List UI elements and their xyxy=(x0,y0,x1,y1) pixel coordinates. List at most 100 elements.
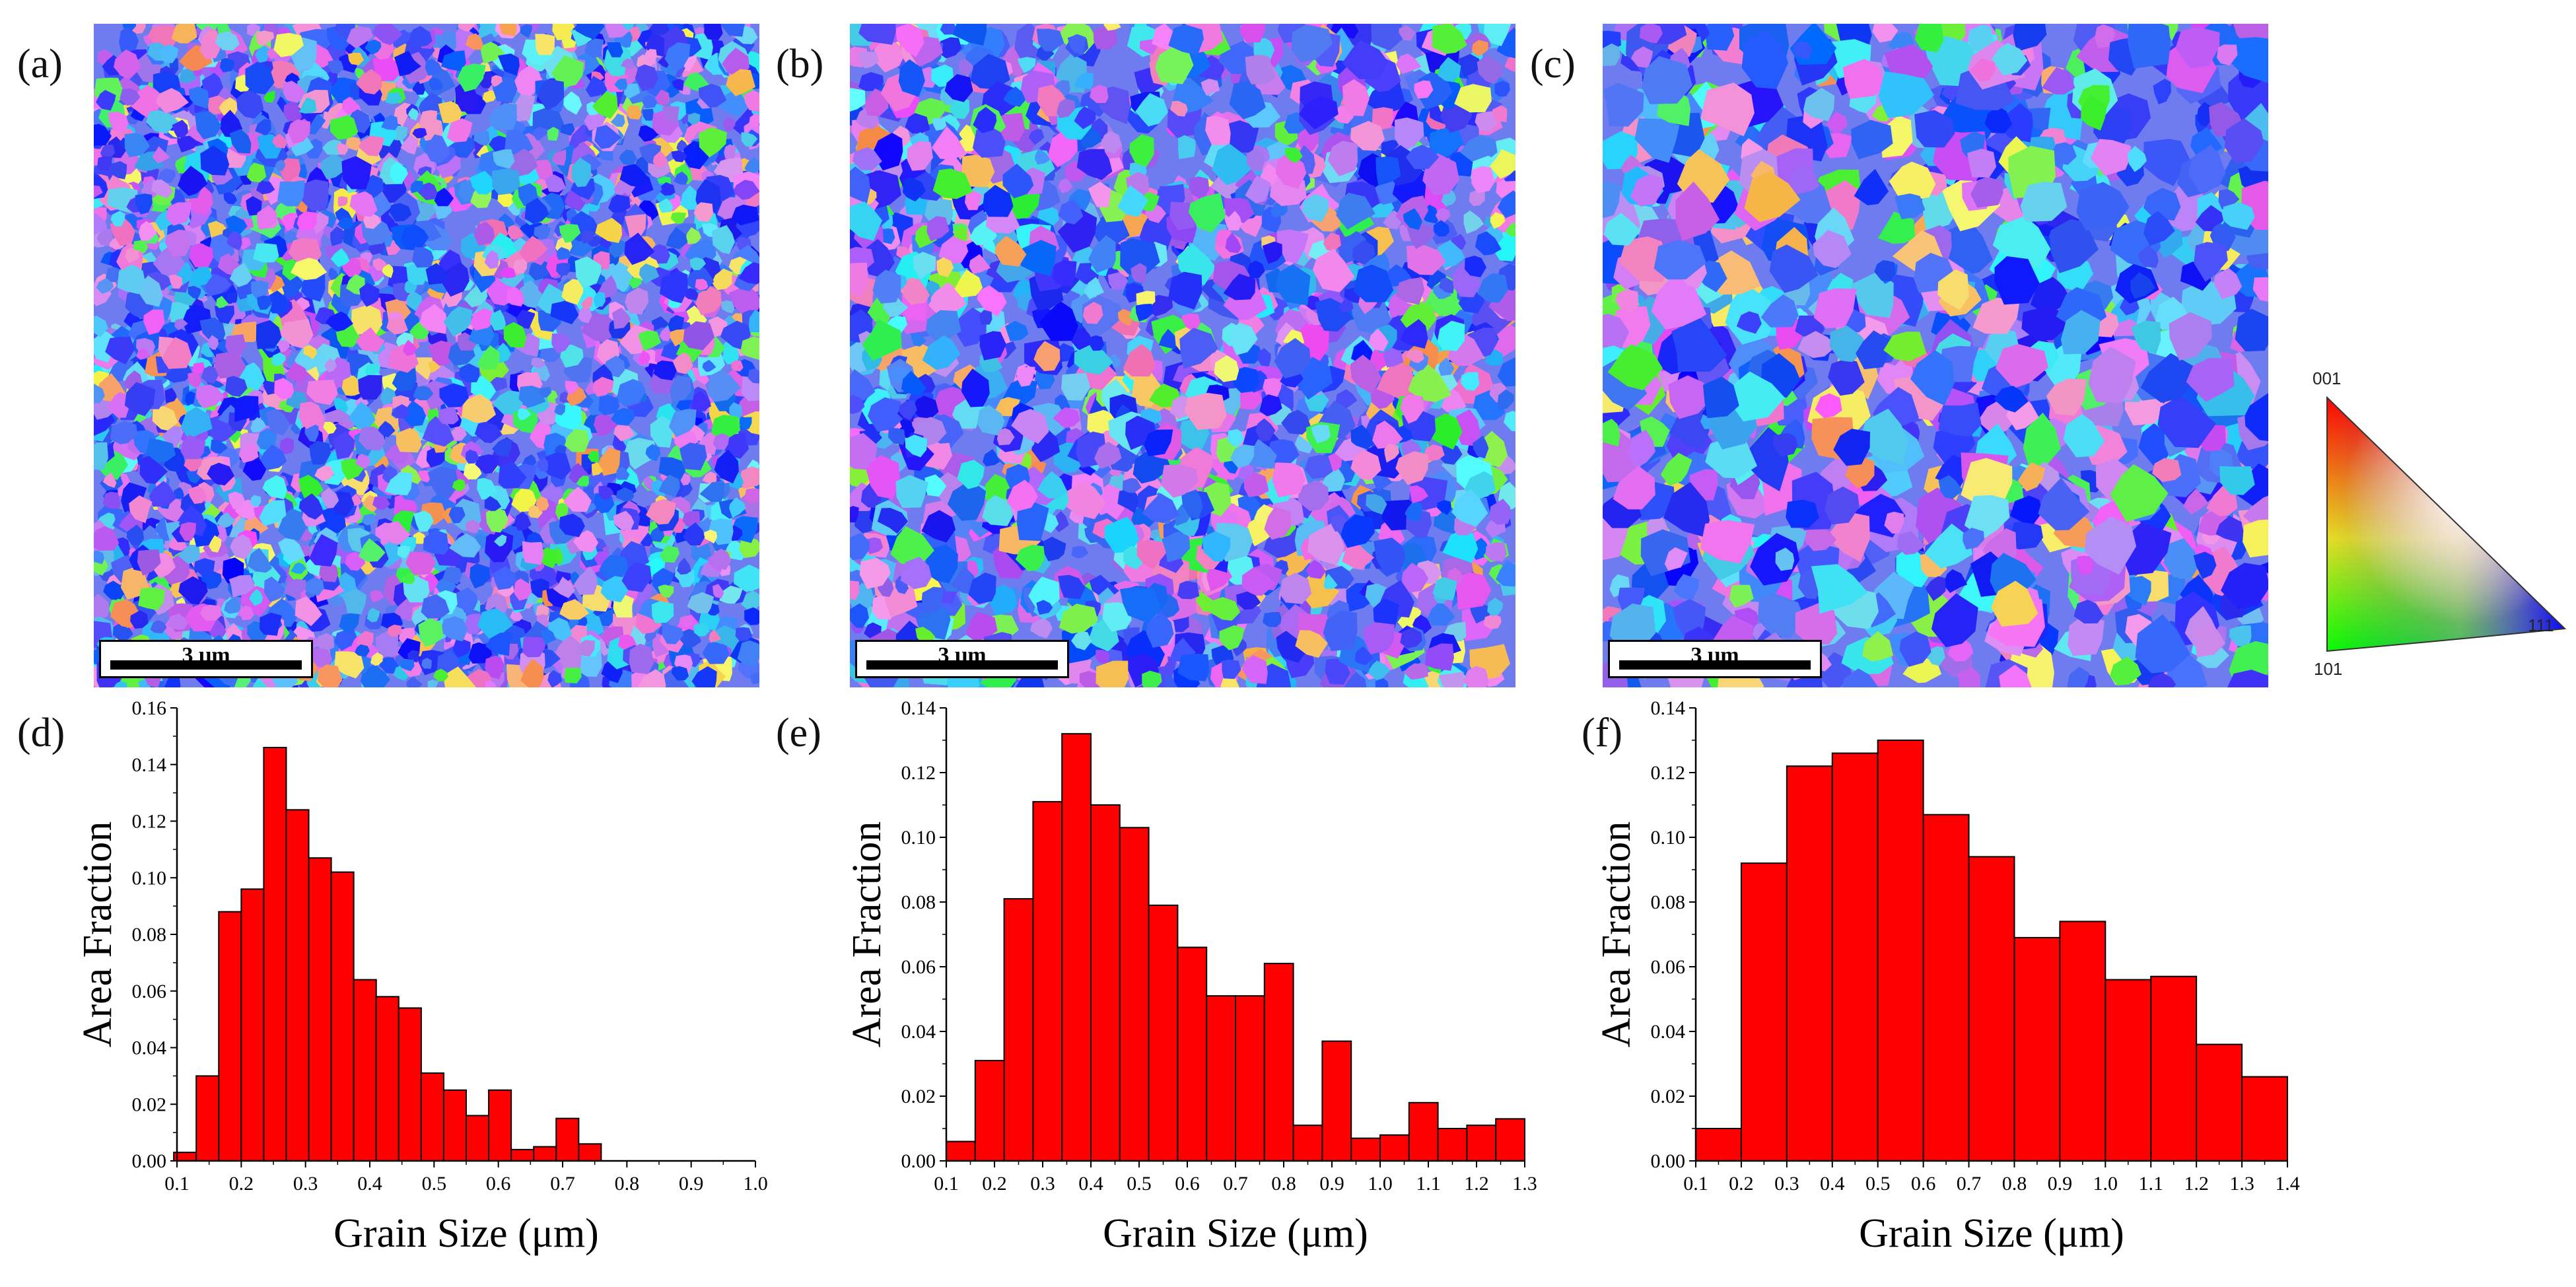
y-tick-label: 0.02 xyxy=(132,1094,167,1115)
y-tick-label: 0.02 xyxy=(1651,1086,1686,1107)
x-tick-label: 0.8 xyxy=(2002,1173,2027,1195)
bar xyxy=(1032,801,1063,1162)
y-tick-label: 0.06 xyxy=(1651,956,1686,978)
panel-letter-b: (b) xyxy=(776,42,824,87)
x-tick-label: 1.1 xyxy=(2138,1173,2163,1195)
bar xyxy=(1321,1040,1352,1162)
bar xyxy=(308,857,332,1162)
ebsd-map-a: 3 μm xyxy=(94,24,759,687)
bar xyxy=(195,1075,220,1162)
x-tick-label: 0.3 xyxy=(293,1173,318,1195)
bar xyxy=(555,1117,580,1162)
bar xyxy=(488,1089,512,1162)
x-tick-label: 0.6 xyxy=(486,1173,511,1195)
bar xyxy=(1292,1125,1323,1162)
y-axis-label: Area Fraction xyxy=(75,821,120,1048)
bar xyxy=(375,996,400,1162)
x-tick-label: 0.1 xyxy=(164,1173,190,1195)
y-tick-label: 0.14 xyxy=(1651,697,1686,719)
y-tick-label: 0.00 xyxy=(132,1150,167,1172)
y-tick-label: 0.00 xyxy=(1651,1150,1686,1172)
y-tick-label: 0.00 xyxy=(901,1150,936,1172)
x-tick-label: 0.5 xyxy=(1865,1173,1891,1195)
panel-letter-c: (c) xyxy=(1530,42,1576,87)
bar xyxy=(1148,904,1179,1162)
x-tick-label: 0.7 xyxy=(1223,1173,1248,1195)
x-tick-label: 1.3 xyxy=(2229,1173,2254,1195)
x-tick-label: 1.0 xyxy=(1368,1173,1393,1195)
scale-bar: 3 μm xyxy=(855,640,1069,678)
x-tick-label: 0.4 xyxy=(357,1173,382,1195)
x-tick-label: 1.0 xyxy=(743,1173,768,1195)
bar xyxy=(1177,946,1208,1162)
y-tick-label: 0.12 xyxy=(901,762,936,784)
x-tick-label: 0.1 xyxy=(1683,1173,1708,1195)
x-tick-label: 0.2 xyxy=(229,1173,254,1195)
bar xyxy=(2241,1076,2288,1162)
bar xyxy=(442,1089,468,1162)
x-tick-label: 0.9 xyxy=(1319,1173,1344,1195)
y-tick-label: 0.04 xyxy=(1651,1021,1686,1043)
y-tick-label: 0.06 xyxy=(901,956,936,978)
bar xyxy=(1495,1118,1526,1162)
histogram-d: 0.00 0.02 0.04 0.06 0.08 0.10 0.12 0.14 0.16 0.1 0… xyxy=(59,693,779,1274)
y-tick-label: 0.16 xyxy=(132,697,167,719)
bar xyxy=(1090,804,1121,1162)
x-tick-label: 0.5 xyxy=(1127,1173,1152,1195)
bar xyxy=(1695,1128,1742,1162)
bar xyxy=(398,1007,422,1162)
bar xyxy=(466,1115,490,1162)
y-tick-label: 0.12 xyxy=(1651,762,1686,784)
x-axis-label: Grain Size (μm) xyxy=(333,1211,599,1256)
y-tick-label: 0.08 xyxy=(1651,891,1686,913)
bar xyxy=(2105,979,2152,1162)
bar xyxy=(1466,1125,1497,1162)
x-tick-label: 1.2 xyxy=(1464,1173,1489,1195)
x-tick-label: 0.8 xyxy=(615,1173,640,1195)
x-tick-label: 0.5 xyxy=(422,1173,447,1195)
bar xyxy=(1235,995,1265,1162)
bar xyxy=(1831,752,1879,1162)
bar xyxy=(263,747,287,1162)
bar xyxy=(1061,733,1092,1162)
panel-letter-d: (d) xyxy=(17,711,65,755)
bar xyxy=(1263,963,1294,1162)
x-tick-label: 0.2 xyxy=(982,1173,1007,1195)
bar xyxy=(946,1140,976,1162)
ebsd-map-b: 3 μm xyxy=(850,24,1515,687)
bar xyxy=(240,888,265,1162)
x-tick-label: 0.8 xyxy=(1271,1173,1296,1195)
bar xyxy=(353,979,377,1162)
ipf-triangle xyxy=(2326,396,2567,652)
bar xyxy=(1003,898,1034,1162)
bar xyxy=(1408,1101,1439,1162)
bar xyxy=(2013,936,2061,1162)
x-axis-label: Grain Size (μm) xyxy=(1103,1211,1368,1256)
bar xyxy=(510,1148,535,1162)
x-tick-label: 0.1 xyxy=(934,1173,959,1195)
histogram-f: 0.00 0.02 0.04 0.06 0.08 0.10 0.12 0.14 0.1 0.2 0.… xyxy=(1578,693,2311,1274)
x-tick-label: 1.1 xyxy=(1416,1173,1441,1195)
bar xyxy=(1206,995,1237,1162)
scale-bar-line xyxy=(1619,660,1811,670)
y-tick-label: 0.14 xyxy=(132,754,167,776)
bar xyxy=(2059,921,2106,1162)
x-tick-label: 0.9 xyxy=(2048,1173,2073,1195)
panel-letter-a: (a) xyxy=(17,42,63,87)
bar xyxy=(1119,827,1150,1162)
scale-bar: 3 μm xyxy=(1608,640,1822,678)
y-tick-label: 0.10 xyxy=(901,827,936,849)
bar xyxy=(1740,862,1788,1162)
panel-letter-e: (e) xyxy=(776,711,821,755)
bar xyxy=(1350,1137,1381,1162)
bar xyxy=(330,871,355,1162)
bar xyxy=(578,1143,602,1162)
x-tick-label: 0.4 xyxy=(1820,1173,1845,1195)
bar xyxy=(974,1060,1005,1162)
scale-bar: 3 μm xyxy=(99,640,313,678)
y-axis-label: Area Fraction xyxy=(1594,821,1639,1048)
y-tick-label: 0.08 xyxy=(901,891,936,913)
bar xyxy=(1786,765,1833,1162)
ipf-label-101: 101 xyxy=(2314,659,2343,679)
y-tick-label: 0.04 xyxy=(132,1037,167,1059)
